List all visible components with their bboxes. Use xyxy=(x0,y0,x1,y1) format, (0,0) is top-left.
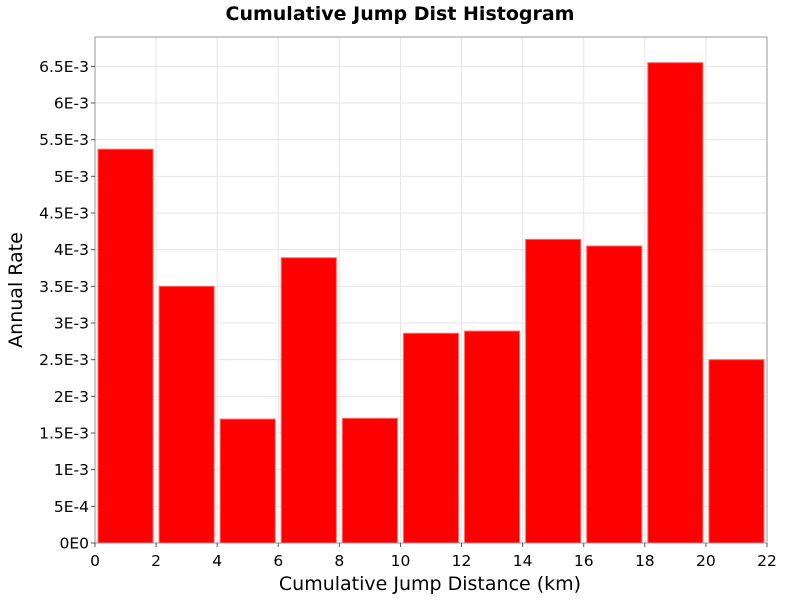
y-tick-label-5: 2.5E-3 xyxy=(39,351,89,369)
bar-3 xyxy=(280,257,337,544)
chart-title: Cumulative Jump Dist Histogram xyxy=(226,3,575,25)
y-tick-label-13: 6.5E-3 xyxy=(39,58,89,76)
x-tick-label-4: 8 xyxy=(334,552,344,570)
plot-frame xyxy=(94,36,768,544)
bars xyxy=(97,62,765,544)
bar-0 xyxy=(97,148,154,544)
y-tick-label-8: 4E-3 xyxy=(54,241,89,259)
bar-8 xyxy=(586,245,643,544)
x-axis: 0 2 4 6 8 10 12 14 16 18 20 22 xyxy=(90,543,777,570)
x-tick-label-9: 18 xyxy=(635,552,655,570)
bar-10 xyxy=(708,359,765,544)
y-tick-label-11: 5.5E-3 xyxy=(39,131,89,149)
y-tick-label-0: 0E0 xyxy=(59,535,89,553)
x-tick-label-2: 4 xyxy=(212,552,222,570)
y-axis-label: Annual Rate xyxy=(5,232,27,348)
bar-4 xyxy=(341,417,398,544)
y-tick-label-7: 3.5E-3 xyxy=(39,278,89,296)
y-tick-label-9: 4.5E-3 xyxy=(39,205,89,223)
x-tick-label-0: 0 xyxy=(90,552,100,570)
bar-6 xyxy=(464,330,521,544)
y-tick-label-1: 5E-4 xyxy=(54,498,89,516)
y-tick-label-3: 1.5E-3 xyxy=(39,425,89,443)
x-tick-label-5: 10 xyxy=(391,552,411,570)
x-tick-label-6: 12 xyxy=(452,552,472,570)
x-axis-label: Cumulative Jump Distance (km) xyxy=(279,573,581,595)
y-tick-label-6: 3E-3 xyxy=(54,315,89,333)
x-tick-label-10: 20 xyxy=(696,552,716,570)
x-tick-label-8: 16 xyxy=(574,552,594,570)
y-tick-label-12: 6E-3 xyxy=(54,95,89,113)
y-tick-label-4: 2E-3 xyxy=(54,388,89,406)
bar-5 xyxy=(402,332,460,544)
x-tick-label-7: 14 xyxy=(513,552,533,570)
x-tick-label-1: 2 xyxy=(151,552,161,570)
x-tick-label-11: 22 xyxy=(757,552,777,570)
bar-2 xyxy=(219,418,276,544)
y-tick-label-2: 1E-3 xyxy=(54,461,89,479)
x-tick-label-3: 6 xyxy=(273,552,283,570)
bar-9 xyxy=(647,62,704,544)
y-tick-label-10: 5E-3 xyxy=(54,168,89,186)
y-axis: 0E0 5E-4 1E-3 1.5E-3 2E-3 2.5E-3 3E-3 3.5E-3 4E-… xyxy=(39,58,95,553)
bar-1 xyxy=(158,285,215,544)
bar-7 xyxy=(525,238,582,544)
